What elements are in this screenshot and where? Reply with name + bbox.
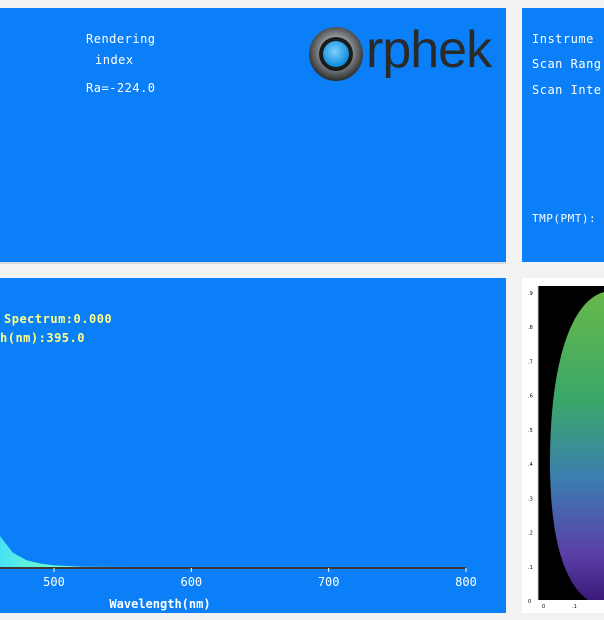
cie-x-tick-label: .1 bbox=[572, 604, 577, 610]
logo-ring-icon bbox=[309, 27, 363, 81]
x-tick-label: 600 bbox=[180, 575, 202, 589]
orphek-logo: rphek bbox=[304, 20, 500, 84]
instrument-line: Instrume bbox=[532, 32, 594, 46]
tmp-pmt-line: TMP(PMT): bbox=[532, 212, 597, 225]
x-tick-label: 700 bbox=[318, 575, 340, 589]
spectrum-chart: 500 600 700 800 Wavelength(nm) bbox=[0, 536, 477, 611]
logo-text: rphek bbox=[366, 21, 492, 79]
cie-y-tick-label: .1 bbox=[528, 565, 533, 571]
cie-x-tick-label: 0 bbox=[542, 604, 545, 610]
rendering-label: Rendering bbox=[86, 32, 156, 46]
peak-wavelength-label: h(nm):395.0 bbox=[0, 331, 85, 345]
cie-y-tick-label: .8 bbox=[528, 325, 533, 331]
cie-diagram: .9 .8 .7 .6 .5 .4 .3 .2 .1 0 0 .1 bbox=[528, 286, 604, 610]
cie-y-tick-label: .5 bbox=[528, 428, 533, 434]
cie-y-tick-label: .2 bbox=[528, 531, 533, 537]
index-label: index bbox=[95, 53, 134, 67]
scan-range-line: Scan Rang bbox=[532, 57, 602, 71]
cie-y-tick-label: 0 bbox=[528, 599, 531, 605]
cie-y-tick-label: .3 bbox=[528, 496, 533, 502]
cie-y-tick-label: .7 bbox=[528, 359, 533, 365]
spectrum-panel: 500 600 700 800 Wavelength(nm) Spectrum:0.0… bbox=[0, 278, 506, 613]
x-tick-label: 500 bbox=[43, 575, 65, 589]
cie-y-tick-label: .4 bbox=[528, 462, 533, 468]
instrument-info-panel: Instrume Scan Rang Scan Inte TMP(PMT): bbox=[522, 8, 604, 262]
cie-y-tick-label: .6 bbox=[528, 394, 533, 400]
spectrum-area bbox=[0, 536, 466, 568]
peak-spectrum-label: Spectrum:0.000 bbox=[4, 312, 113, 326]
cie-diagram-panel: .9 .8 .7 .6 .5 .4 .3 .2 .1 0 0 .1 bbox=[522, 278, 604, 613]
ra-value: Ra=-224.0 bbox=[86, 81, 156, 95]
cie-y-tick-label: .9 bbox=[528, 291, 533, 297]
x-tick-label: 800 bbox=[455, 575, 477, 589]
x-axis-label: Wavelength(nm) bbox=[109, 597, 210, 611]
cie-locus bbox=[550, 292, 604, 600]
scan-interval-line: Scan Inte bbox=[532, 83, 602, 97]
rendering-index-panel: Rendering index Ra=-224.0 rphek bbox=[0, 8, 506, 264]
